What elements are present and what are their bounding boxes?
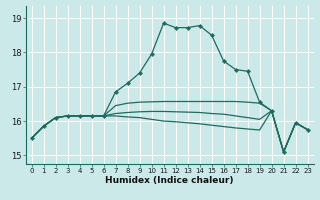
X-axis label: Humidex (Indice chaleur): Humidex (Indice chaleur) <box>105 176 234 185</box>
